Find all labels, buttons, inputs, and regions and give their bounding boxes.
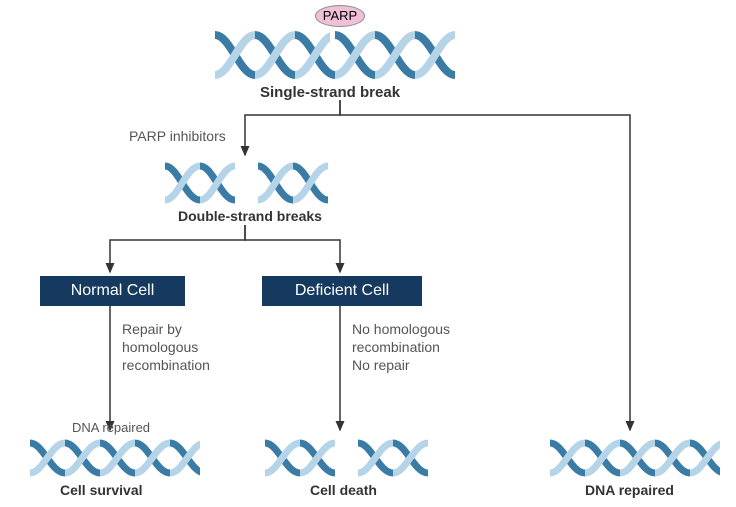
dna-repaired-right — [545, 436, 720, 481]
dna-single-strand-break — [210, 25, 470, 85]
dna-double-strand-break — [160, 158, 335, 210]
normal-cell-box: Normal Cell — [40, 276, 185, 306]
dna-repaired-right-label: DNA repaired — [585, 482, 674, 498]
parp-badge: PARP — [315, 5, 365, 27]
parp-label: PARP — [323, 8, 357, 23]
inhibitors-label: PARP inhibitors — [129, 127, 226, 145]
cell-survival-label: Cell survival — [60, 482, 143, 498]
dsb-label: Double-strand breaks — [178, 208, 322, 224]
deficient-cell-text: Deficient Cell — [295, 282, 389, 299]
normal-result-top: DNA repaired — [72, 420, 150, 437]
dna-cell-death — [260, 436, 435, 481]
deficient-cell-box: Deficient Cell — [262, 276, 422, 306]
normal-note: Repair by homologous recombination — [122, 320, 210, 375]
deficient-note: No homologous recombination No repair — [352, 320, 450, 375]
dna-cell-survival — [25, 436, 200, 481]
normal-cell-text: Normal Cell — [71, 282, 155, 299]
cell-death-label: Cell death — [310, 482, 377, 498]
single-strand-label: Single-strand break — [260, 84, 400, 101]
